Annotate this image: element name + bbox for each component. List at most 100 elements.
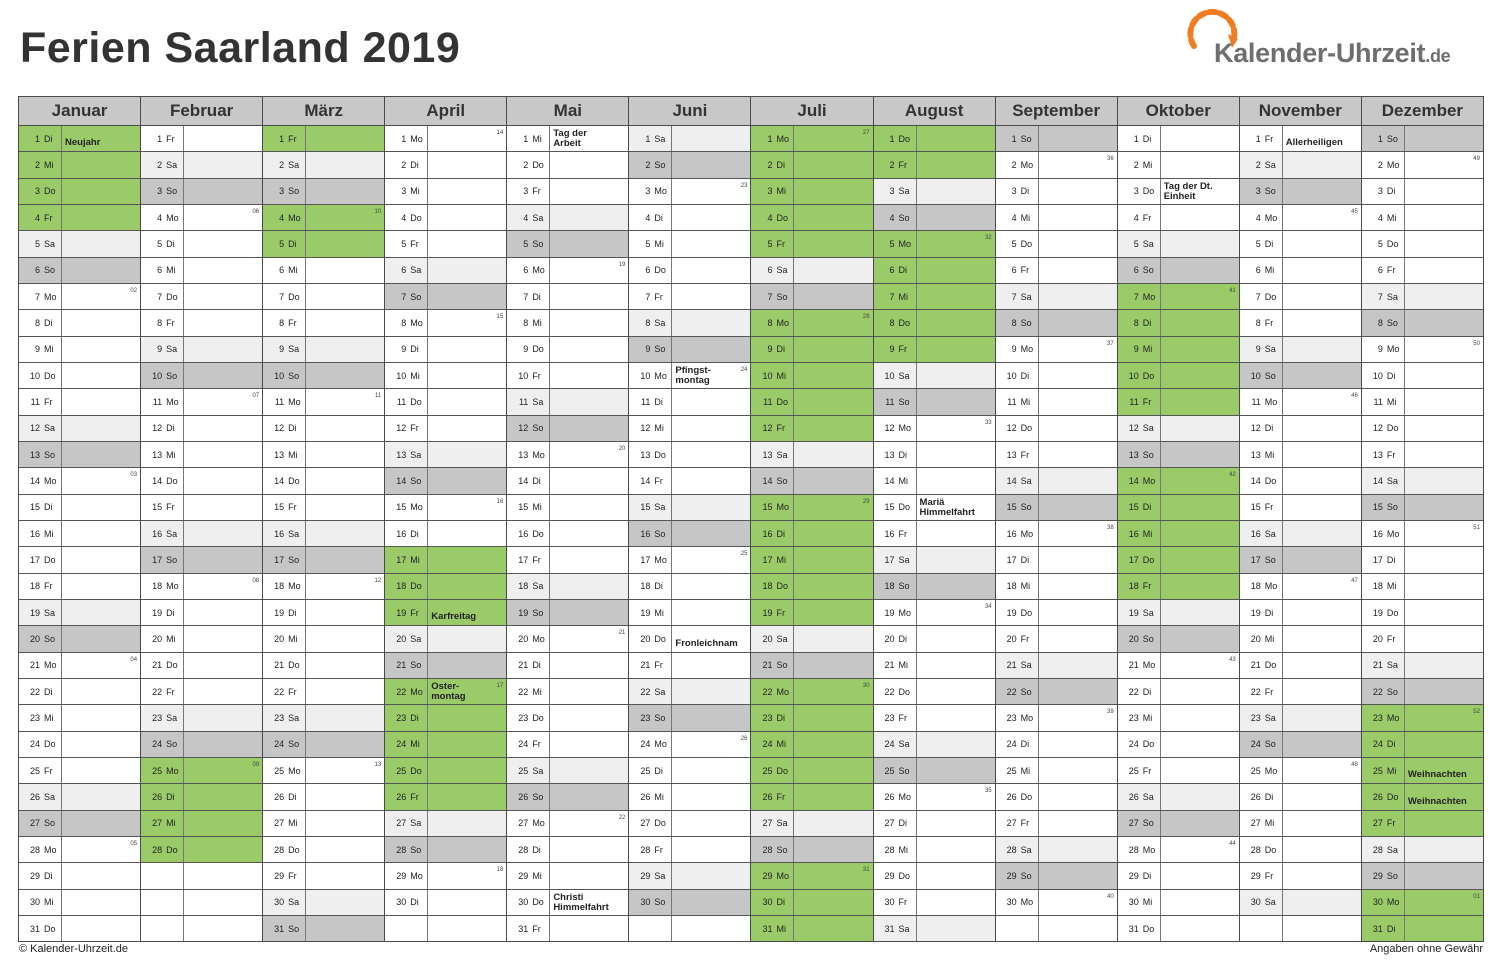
day-row[interactable]: 5 Fr	[751, 231, 873, 258]
day-row[interactable]: 11 Mo 11	[263, 389, 385, 416]
day-row[interactable]: 9 Sa	[263, 336, 385, 363]
day-row[interactable]: 13 Di	[873, 441, 995, 469]
day-row[interactable]: 26 Mi	[629, 784, 751, 811]
day-row[interactable]: 27 So	[19, 810, 141, 837]
day-row[interactable]: 22 Mo 30	[751, 678, 873, 706]
day-row[interactable]: 12 Sa	[1117, 415, 1239, 442]
day-row[interactable]: 19 Fr Karfreitag	[385, 599, 507, 627]
day-row[interactable]: 19 Di	[141, 599, 263, 627]
day-row[interactable]: 11 Fr	[19, 389, 141, 416]
day-row[interactable]: 25 Mo 09	[141, 757, 263, 785]
day-row[interactable]: 12 Do	[995, 415, 1117, 442]
day-row[interactable]: 2 Mi	[1117, 152, 1239, 179]
day-row[interactable]: 6 Fr	[1361, 257, 1483, 284]
day-row[interactable]: 18 Mo 08	[141, 573, 263, 600]
day-row[interactable]: 26 Di	[263, 784, 385, 811]
day-row[interactable]: 2 Mi	[19, 152, 141, 179]
day-row[interactable]: 3 Fr	[507, 178, 629, 205]
day-row[interactable]: 25 Do	[751, 757, 873, 785]
day-row[interactable]: 11 Mo 07	[141, 389, 263, 416]
day-row[interactable]: 28 Sa	[995, 836, 1117, 864]
day-row[interactable]: 2 So	[629, 152, 751, 179]
day-row[interactable]: 4 Do	[751, 204, 873, 232]
day-row[interactable]: 9 Mi	[19, 336, 141, 363]
day-row[interactable]: 15 Mo 29	[751, 494, 873, 521]
day-row[interactable]: 21 Sa	[995, 652, 1117, 679]
day-row[interactable]: 22 So	[995, 678, 1117, 706]
day-row[interactable]: 12 Mi	[629, 415, 751, 442]
day-row[interactable]: 21 So	[385, 652, 507, 679]
day-row[interactable]: 7 Di	[507, 283, 629, 311]
day-row[interactable]: 8 Fr	[1239, 310, 1361, 337]
day-row[interactable]: 18 Do	[385, 573, 507, 600]
day-row[interactable]: 18 Mi	[995, 573, 1117, 600]
day-row[interactable]: 22 Mi	[507, 678, 629, 706]
day-row[interactable]: 20 Mi	[263, 626, 385, 653]
day-row[interactable]: 28 So	[385, 836, 507, 864]
day-row[interactable]: 30 Mi	[1117, 889, 1239, 916]
day-row[interactable]: 3 Mi	[751, 178, 873, 205]
day-row[interactable]: 30 Mi	[19, 889, 141, 916]
day-row[interactable]: 1 Mo 27	[751, 126, 873, 153]
day-row[interactable]: 30 Di	[751, 889, 873, 916]
day-row[interactable]: 31 Di	[1361, 915, 1483, 942]
day-row[interactable]: 22 Do	[873, 678, 995, 706]
day-row[interactable]: 18 Mo 12	[263, 573, 385, 600]
day-row[interactable]: 23 Mo 39	[995, 705, 1117, 732]
day-row[interactable]: 3 Di	[1361, 178, 1483, 205]
day-row[interactable]: 5 Do	[995, 231, 1117, 258]
day-row[interactable]: 16 Mi	[19, 520, 141, 548]
day-row[interactable]: 3 So	[1239, 178, 1361, 205]
day-row[interactable]: 10 Di	[1361, 362, 1483, 390]
day-row[interactable]: 24 Mo 26	[629, 731, 751, 758]
day-row[interactable]: 1 Di	[1117, 126, 1239, 153]
day-row[interactable]: 18 Do	[751, 573, 873, 600]
day-row[interactable]: 7 So	[751, 283, 873, 311]
day-row[interactable]: 18 So	[873, 573, 995, 600]
day-row[interactable]: 15 Do Mariä Himmelfahrt	[873, 494, 995, 521]
day-row[interactable]: 29 Mi	[507, 863, 629, 890]
day-row[interactable]: 24 Mi	[751, 731, 873, 758]
day-row[interactable]: 30 Do Christi Himmelfahrt	[507, 889, 629, 916]
day-row[interactable]: 28 Do	[141, 836, 263, 864]
day-row[interactable]: 9 Sa	[1239, 336, 1361, 363]
day-row[interactable]: 3 Mi	[385, 178, 507, 205]
day-row[interactable]: 24 Sa	[873, 731, 995, 758]
day-row[interactable]: 27 Mi	[141, 810, 263, 837]
day-row[interactable]: 4 Mo 45	[1239, 204, 1361, 232]
day-row[interactable]: 28 So	[751, 836, 873, 864]
day-row[interactable]: 23 Do	[507, 705, 629, 732]
day-row[interactable]: 6 So	[19, 257, 141, 284]
day-row[interactable]: 12 Di	[141, 415, 263, 442]
day-row[interactable]: 21 Di	[507, 652, 629, 679]
day-row[interactable]: 10 Di	[995, 362, 1117, 390]
day-row[interactable]: 1 Do	[873, 126, 995, 153]
day-row[interactable]: 6 Mi	[1239, 257, 1361, 284]
day-row[interactable]: 21 Do	[1239, 652, 1361, 679]
day-row[interactable]: 20 Fr	[1361, 626, 1483, 653]
day-row[interactable]: 13 Sa	[751, 441, 873, 469]
day-row[interactable]: 20 Do Fronleichnam	[629, 626, 751, 653]
day-row[interactable]: 29 Di	[19, 863, 141, 890]
day-row[interactable]: 5 Di	[141, 231, 263, 258]
day-row[interactable]: 12 Do	[1361, 415, 1483, 442]
day-row[interactable]: 2 Do	[507, 152, 629, 179]
day-row[interactable]: 3 So	[141, 178, 263, 205]
day-row[interactable]: 7 Mi	[873, 283, 995, 311]
day-row[interactable]: 1 Fr	[263, 126, 385, 153]
day-row[interactable]: 17 Do	[19, 547, 141, 574]
day-row[interactable]: 14 Fr	[629, 468, 751, 495]
day-row[interactable]: 23 Fr	[873, 705, 995, 732]
day-row[interactable]: 8 So	[995, 310, 1117, 337]
day-row[interactable]: 13 Mi	[263, 441, 385, 469]
day-row[interactable]: 31 Sa	[873, 915, 995, 942]
day-row[interactable]: 24 Fr	[507, 731, 629, 758]
day-row[interactable]: 31 So	[263, 915, 385, 942]
day-row[interactable]: 15 Sa	[629, 494, 751, 521]
day-row[interactable]: 23 Sa	[1239, 705, 1361, 732]
day-row[interactable]: 26 Do	[995, 784, 1117, 811]
day-row[interactable]: 15 Mo 16	[385, 494, 507, 521]
day-row[interactable]: 31 Do	[1118, 915, 1239, 942]
day-row[interactable]: 3 Di	[995, 178, 1117, 205]
day-row[interactable]: 8 Mo 15	[385, 310, 507, 337]
